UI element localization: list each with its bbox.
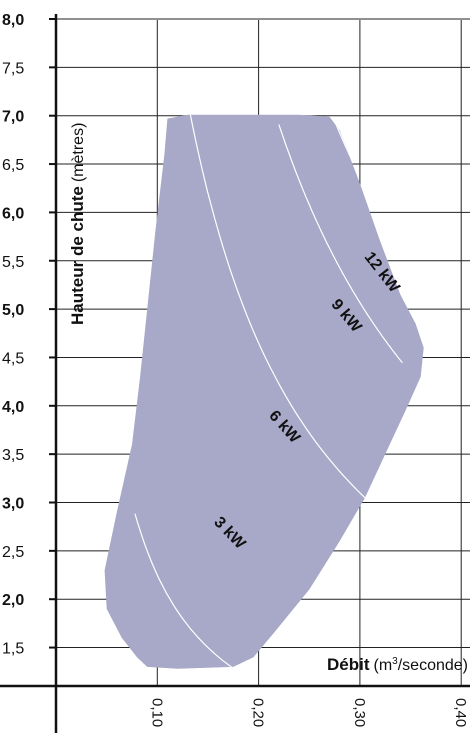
power-curve-2 bbox=[189, 114, 371, 503]
axes: 8,0 7,5 7,0 6,5 6,0 5,5 5,0 4,5 4,0 3,5 3,0 2,5 2,0 1… bbox=[0, 12, 470, 733]
x-axis-label-unit-sup: 3 bbox=[392, 656, 398, 667]
y-tick-label: 8,0 bbox=[2, 12, 24, 29]
x-axis-label-bold: Débit bbox=[327, 655, 370, 674]
x-axis-label-unit-pre: (m bbox=[374, 657, 393, 674]
power-curve-3 bbox=[278, 124, 403, 364]
y-tick-label: 1,5 bbox=[2, 641, 24, 658]
y-tick-label: 5,5 bbox=[2, 254, 24, 271]
y-tick-label: 3,5 bbox=[2, 447, 24, 464]
y-tick-label: 2,5 bbox=[2, 544, 24, 561]
y-tick-label: 4,5 bbox=[2, 350, 24, 367]
operating-range-area bbox=[104, 114, 424, 669]
x-tick-label: 0,40 bbox=[452, 698, 469, 727]
x-axis-label: Débit (m3/seconde) bbox=[327, 655, 468, 674]
y-axis-label: Hauteur de chute (mètres) bbox=[68, 123, 87, 325]
y-tick-label: 6,0 bbox=[2, 205, 24, 222]
power-curve-1 bbox=[134, 513, 282, 669]
y-tick-label: 7,5 bbox=[2, 60, 24, 77]
x-tick-label: 0,10 bbox=[148, 698, 165, 727]
y-tick-label: 5,0 bbox=[2, 302, 24, 319]
y-axis-label-bold: Hauteur de chute bbox=[68, 186, 87, 325]
y-tick-label: 4,0 bbox=[2, 399, 24, 416]
x-tick-label: 0,30 bbox=[351, 698, 368, 727]
y-tick-label: 7,0 bbox=[2, 109, 24, 126]
y-tick-label: 3,0 bbox=[2, 496, 24, 513]
y-axis-label-unit: (mètres) bbox=[70, 123, 87, 183]
y-tick-label: 2,0 bbox=[2, 592, 24, 609]
x-axis-label-unit-post: /seconde) bbox=[398, 657, 468, 674]
x-tick-label: 0,20 bbox=[250, 698, 267, 727]
y-tick-label: 6,5 bbox=[2, 157, 24, 174]
